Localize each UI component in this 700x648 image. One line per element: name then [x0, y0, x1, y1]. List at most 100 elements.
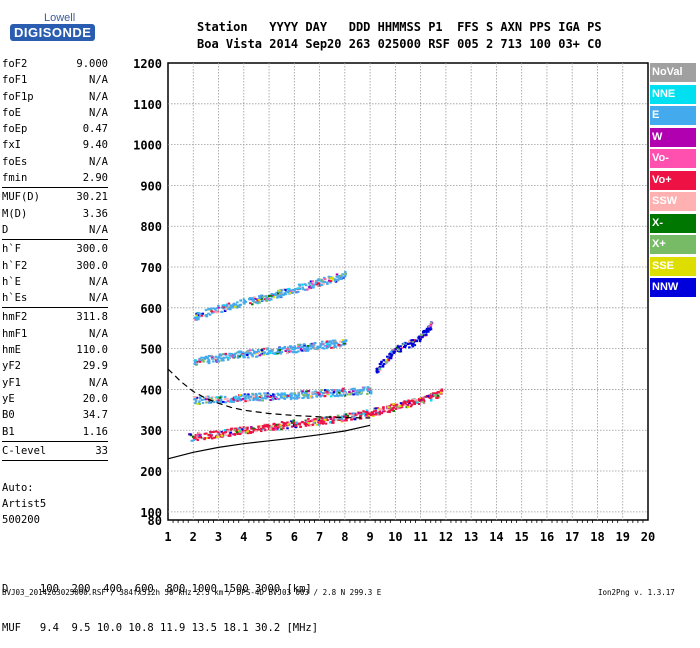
echo-point: [213, 357, 217, 360]
echo-point: [239, 353, 243, 356]
echo-point: [228, 400, 231, 403]
echo-point: [302, 394, 305, 397]
echo-point: [257, 299, 261, 302]
echo-point: [312, 342, 316, 345]
echo-point: [198, 434, 202, 437]
echo-point: [198, 402, 201, 405]
echo-point: [239, 429, 242, 432]
echo-point: [385, 359, 388, 362]
echo-point: [210, 354, 213, 357]
echo-point: [251, 355, 254, 358]
echo-point: [299, 348, 303, 351]
echo-point: [327, 344, 331, 347]
echo-point: [212, 430, 215, 433]
echo-point: [339, 345, 342, 348]
echo-point: [406, 343, 410, 346]
echo-point: [224, 352, 228, 355]
echo-point: [420, 334, 423, 337]
echo-point: [240, 428, 244, 431]
echo-point: [275, 425, 278, 428]
x-tick-label: 10: [388, 530, 402, 544]
echo-point: [329, 391, 332, 394]
echo-point: [411, 398, 414, 401]
echo-point: [312, 418, 316, 421]
y-tick-label: 100: [140, 506, 162, 520]
echo-point: [203, 437, 207, 440]
echo-point: [201, 312, 205, 315]
echo-point: [219, 357, 222, 360]
echo-point: [237, 304, 241, 307]
echo-point: [197, 315, 201, 318]
echo-point: [251, 393, 255, 396]
echo-point: [286, 346, 290, 349]
echo-point: [339, 344, 343, 347]
echo-point: [286, 427, 289, 430]
echo-point: [306, 392, 309, 395]
echo-point: [195, 313, 198, 316]
echo-point: [273, 293, 277, 296]
echo-point: [309, 424, 313, 427]
echo-point: [304, 394, 307, 397]
param-name: M(D): [2, 207, 28, 220]
echo-point: [219, 354, 223, 357]
param-name: D: [2, 223, 9, 236]
echo-point: [277, 295, 280, 298]
echo-point: [341, 339, 345, 342]
echo-point: [210, 307, 213, 310]
echo-point: [372, 410, 376, 413]
echo-point: [369, 389, 373, 392]
y-tick-label: 400: [140, 383, 162, 397]
echo-point: [329, 395, 333, 398]
echo-point: [351, 387, 354, 390]
echo-point: [319, 395, 322, 398]
echo-point: [345, 419, 348, 422]
echo-point: [408, 346, 411, 349]
echo-point: [228, 433, 232, 436]
echo-point: [338, 277, 342, 280]
echo-point: [384, 360, 387, 363]
echo-point: [352, 412, 355, 415]
x-tick-label: 4: [240, 530, 247, 544]
echo-point: [265, 297, 269, 300]
echo-point: [249, 431, 253, 434]
echo-point: [220, 310, 223, 313]
echo-point: [243, 356, 246, 359]
echo-point: [236, 351, 239, 354]
echo-point: [388, 355, 392, 358]
echo-point: [392, 404, 396, 407]
echo-point: [394, 407, 398, 410]
echo-point: [231, 398, 234, 401]
echo-point: [258, 392, 261, 395]
echo-point: [294, 287, 297, 290]
echo-point: [226, 430, 230, 433]
echo-point: [321, 279, 324, 282]
echo-point: [302, 347, 306, 350]
echo-point: [249, 302, 252, 305]
echo-point: [336, 278, 339, 281]
echo-point: [196, 313, 200, 316]
param-value: 311.8: [76, 311, 108, 324]
echo-point: [346, 393, 349, 396]
echo-point: [396, 406, 399, 409]
echo-point: [282, 395, 286, 398]
y-tick-label: 1100: [133, 98, 162, 112]
echo-point: [251, 431, 254, 434]
echo-point: [429, 324, 433, 327]
echo-point: [323, 276, 326, 279]
echo-point: [243, 302, 246, 305]
echo-point: [195, 433, 199, 436]
echo-point: [418, 338, 422, 341]
echo-point: [297, 396, 301, 399]
echo-point: [307, 392, 311, 395]
echo-point: [314, 280, 318, 283]
echo-point: [335, 341, 338, 344]
echo-point: [292, 425, 296, 428]
echo-point: [359, 391, 363, 394]
echo-point: [359, 414, 362, 417]
echo-point: [312, 286, 315, 289]
param-row: MUF(D) 30.21: [2, 189, 108, 205]
echo-point: [397, 349, 400, 352]
echo-point: [268, 424, 271, 427]
echo-point: [245, 394, 249, 397]
echo-point: [429, 395, 432, 398]
